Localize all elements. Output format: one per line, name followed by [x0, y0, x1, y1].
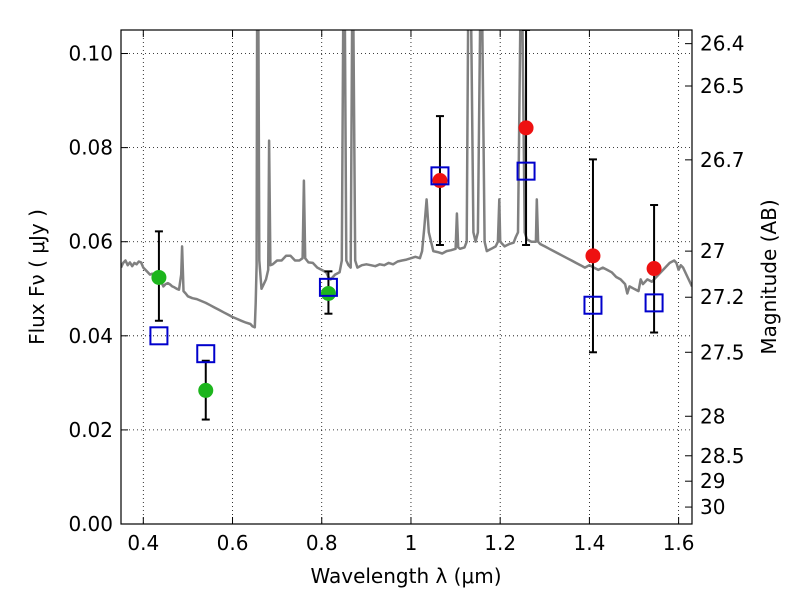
y2-tick-label: 26.4 [700, 32, 745, 56]
y2-tick-label: 28.5 [700, 444, 745, 468]
flux-point [432, 173, 448, 189]
x-axis-label: Wavelength λ (μm) [310, 564, 501, 588]
model-flux-square [149, 326, 169, 346]
flux-point [320, 285, 336, 301]
x-tick-label: 1.6 [663, 531, 695, 555]
axis-ticks: 0.4 0.6 0.8 1 1.2 1.4 1.6 0.00 0.02 0.04 0.06 0.08 0… [68, 30, 745, 555]
y2-tick-label: 27 [700, 239, 725, 263]
model-flux-square [583, 295, 603, 315]
flux-point [518, 120, 534, 136]
plot-frame [120, 29, 693, 525]
flux-point [151, 269, 167, 285]
model-flux-square [516, 161, 536, 181]
flux-point [198, 382, 214, 398]
y2-tick-label: 26.7 [700, 148, 745, 172]
model-spectrum-line [121, 30, 692, 329]
y2-axis-label: Magnitude (AB) [757, 199, 781, 354]
y-tick-label: 0.08 [68, 136, 113, 160]
model-flux-square [196, 344, 216, 364]
y2-tick-label: 28 [700, 404, 725, 428]
x-tick-label: 0.6 [217, 531, 249, 555]
flux-point [646, 261, 662, 277]
y-tick-label: 0.04 [68, 324, 113, 348]
x-tick-label: 1.4 [573, 531, 605, 555]
x-tick-label: 1.2 [484, 531, 516, 555]
model-flux-square [644, 293, 664, 313]
y2-tick-label: 27.2 [700, 285, 745, 309]
model-flux-square [318, 277, 338, 297]
y-tick-label: 0.10 [68, 42, 113, 66]
x-tick-label: 1 [405, 531, 418, 555]
flux-point [585, 248, 601, 264]
y-axis-label: Flux Fν ( μJy ) [25, 209, 49, 345]
y-tick-label: 0.02 [68, 418, 113, 442]
y2-tick-label: 27.5 [700, 340, 745, 364]
data-markers [149, 120, 664, 398]
y-tick-label: 0.00 [68, 512, 113, 536]
y-tick-label: 0.06 [68, 230, 113, 254]
model-flux-square [430, 166, 450, 186]
x-tick-label: 0.4 [127, 531, 159, 555]
y2-tick-label: 30 [700, 495, 725, 519]
y2-tick-label: 29 [700, 469, 725, 493]
x-tick-label: 0.8 [306, 531, 338, 555]
y2-tick-label: 26.5 [700, 74, 745, 98]
